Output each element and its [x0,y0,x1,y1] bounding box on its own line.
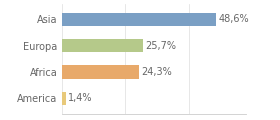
Text: 24,3%: 24,3% [141,67,172,77]
Bar [62,39,143,52]
Text: 25,7%: 25,7% [145,41,176,51]
Bar [62,65,139,78]
Text: 48,6%: 48,6% [218,14,249,24]
Text: 1,4%: 1,4% [68,93,92,103]
Bar [62,13,216,26]
Bar [62,92,66,105]
